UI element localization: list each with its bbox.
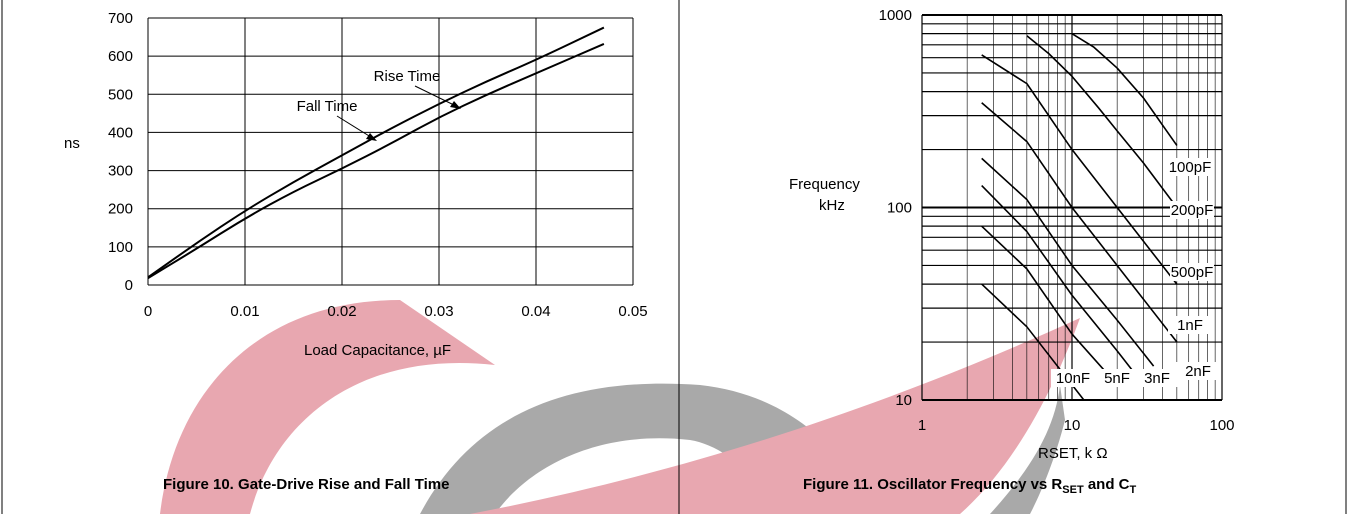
chart2-series-1nf	[981, 102, 1178, 343]
chart2-series-label-10nf: 10nF	[1056, 370, 1090, 387]
chart2-caption-mid: and C	[1083, 476, 1130, 493]
chart1-caption: Figure 10. Gate-Drive Rise and Fall Time	[163, 476, 450, 493]
chart1-x-tick-label: 0.05	[618, 303, 647, 320]
chart2-y-tick-label: 100	[887, 200, 912, 217]
chart1-series-rise-time	[147, 26, 605, 279]
chart2-series-label-bg	[1170, 263, 1214, 281]
chart1-y-tick-label: 600	[108, 48, 133, 65]
chart2-caption-sub-ct: T	[1129, 484, 1137, 496]
chart2-y-axis-label-line1: Frequency	[789, 176, 860, 193]
chart2-series-label-bg	[1051, 369, 1095, 387]
chart2-x-tick-label: 100	[1209, 417, 1234, 434]
chart1-series	[147, 26, 605, 279]
logo-watermark	[160, 300, 1080, 514]
chart2-series-label-2nf: 2nF	[1185, 363, 1211, 380]
chart2-series-label-bg	[1135, 369, 1179, 387]
chart2-series-label-bg	[1095, 369, 1139, 387]
chart2-series-3nf	[981, 185, 1145, 386]
chart2-series: 100pF 200pF 500pF 1nF 2nF 3nF 5nF 10nF	[981, 32, 1220, 401]
chart2-y-tick-label: 1000	[879, 7, 912, 24]
watermark-red-swoosh	[470, 318, 1080, 514]
chart1-y-axis-label: ns	[64, 135, 80, 152]
chart2-series-label-3nf: 3nF	[1144, 370, 1170, 387]
chart2-series-label-1nf: 1nF	[1177, 317, 1203, 334]
chart1-y-tick-label: 300	[108, 163, 133, 180]
chart1-x-tick-label: 0	[144, 303, 152, 320]
chart2-series-label-200pf: 200pF	[1171, 202, 1214, 219]
chart2-y-axis-label-line2: kHz	[819, 197, 845, 214]
chart2-series-label-bg	[1170, 201, 1214, 219]
chart1-annotation-arrow-rise	[414, 85, 459, 108]
chart2-x-axis-label: RSET, k Ω	[1038, 445, 1108, 462]
chart2-series-10nf	[981, 283, 1085, 401]
chart1-y-tick-label: 700	[108, 10, 133, 27]
chart1-annotation-fall-time: Fall Time	[297, 98, 358, 115]
chart1-y-tick-label: 500	[108, 86, 133, 103]
chart1-x-tick-label: 0.03	[424, 303, 453, 320]
chart2-y-tick-label: 10	[895, 392, 912, 409]
chart1-y-tick-label: 100	[108, 239, 133, 256]
chart2-series-label-5nf: 5nF	[1104, 370, 1130, 387]
chart1-annotations: Rise Time Fall Time	[297, 68, 461, 141]
chart2-tick-labels: 1 10 100 10 100 1000	[879, 7, 1235, 434]
chart2-caption-sub-rset: SET	[1062, 484, 1084, 496]
watermark-gray-tip	[990, 385, 1065, 514]
chart1-y-tick-label: 200	[108, 201, 133, 218]
chart2-series-label-100pf: 100pF	[1169, 159, 1212, 176]
chart2-series-label-bg	[1168, 158, 1212, 176]
chart2-series-100pf	[1071, 32, 1178, 146]
chart2-series-5nf	[981, 225, 1118, 386]
chart2-series-200pf	[1026, 35, 1178, 208]
chart2-x-tick-label: 1	[918, 417, 926, 434]
chart2-caption-text: Figure 11. Oscillator Frequency vs R	[803, 476, 1063, 493]
chart1-annotation-rise-time: Rise Time	[374, 68, 441, 85]
watermark-red-arc	[160, 300, 495, 514]
chart2-series-label-bg	[1168, 316, 1212, 334]
chart2-series-2nf	[981, 157, 1155, 367]
chart2-caption: Figure 11. Oscillator Frequency vs RSET …	[803, 476, 1136, 496]
chart1-annotation-arrow-fall	[336, 115, 375, 140]
chart1-y-tick-label: 0	[125, 277, 133, 294]
chart2-series-label-500pf: 500pF	[1171, 264, 1214, 281]
chart1-x-tick-label: 0.01	[230, 303, 259, 320]
chart1-x-tick-label: 0.02	[327, 303, 356, 320]
chart2-x-tick-label: 10	[1064, 417, 1081, 434]
chart1-y-tick-label: 400	[108, 124, 133, 141]
chart2-series-500pf	[981, 54, 1178, 285]
chart1-series-fall-time	[147, 43, 605, 279]
chart1-annotation-arrowhead-rise	[450, 101, 461, 109]
chart1-x-tick-label: 0.04	[521, 303, 550, 320]
chart1-tick-labels: 0 0.01 0.02 0.03 0.04 0.05 0 100 200 300 400 500 600…	[108, 10, 648, 320]
chart1-grid	[147, 17, 634, 286]
chart1-x-axis-label: Load Capacitance, µF	[304, 342, 452, 359]
chart1-annotation-arrowhead-fall	[366, 133, 377, 141]
chart2-series-label-bg	[1176, 362, 1220, 380]
